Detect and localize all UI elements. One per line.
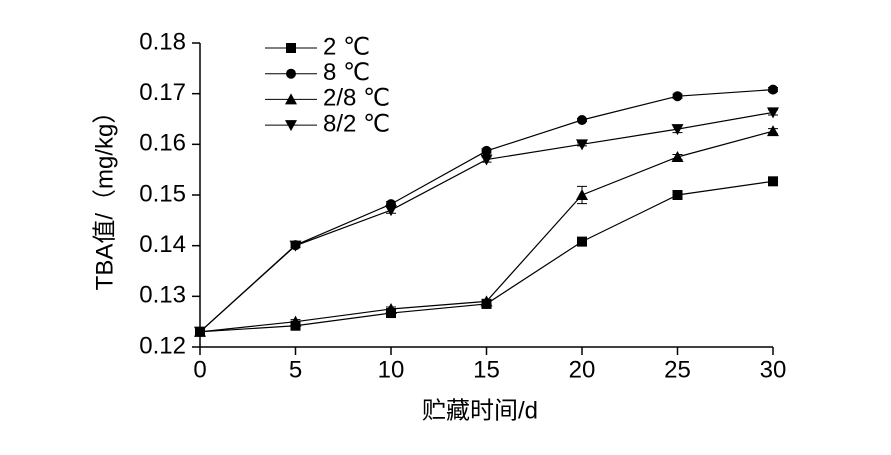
x-tick-label: 30 <box>760 356 787 383</box>
data-point <box>194 326 206 338</box>
x-tick-label: 0 <box>193 356 206 383</box>
data-point <box>671 151 684 162</box>
x-tick-label: 10 <box>378 356 405 383</box>
data-point <box>576 139 588 151</box>
legend-marker <box>286 68 296 79</box>
y-tick-label: 0.16 <box>139 130 186 157</box>
legend-label: 2 ℃ <box>323 33 370 60</box>
data-point <box>671 124 684 136</box>
series-line <box>199 180 774 333</box>
legend-marker <box>286 43 296 53</box>
data-point <box>289 240 302 252</box>
y-tick-label: 0.17 <box>139 79 186 106</box>
x-tick-label: 20 <box>569 356 596 383</box>
x-tick-label: 25 <box>664 356 691 383</box>
data-point <box>672 91 683 102</box>
legend-marker <box>285 93 297 105</box>
y-tick-label: 0.13 <box>139 282 186 309</box>
data-point <box>767 107 779 119</box>
data-point <box>480 154 493 166</box>
data-point <box>385 303 397 314</box>
data-point <box>577 115 587 126</box>
legend-label: 8/2 ℃ <box>323 110 390 137</box>
data-point <box>385 205 397 217</box>
legend-label: 8 ℃ <box>323 59 370 86</box>
data-point <box>768 84 778 95</box>
y-tick-label: 0.12 <box>139 332 186 359</box>
y-tick-label: 0.14 <box>139 231 186 258</box>
data-point <box>576 189 588 200</box>
y-axis-label: TBA值/（mg/kg） <box>91 100 118 291</box>
data-point <box>481 145 492 156</box>
legend-label: 2/8 ℃ <box>323 85 390 112</box>
data-point <box>768 176 778 187</box>
legend-marker <box>285 120 297 132</box>
data-point <box>767 125 779 137</box>
y-tick-label: 0.18 <box>139 28 186 55</box>
data-point <box>289 315 302 327</box>
data-point <box>577 236 587 247</box>
data-point <box>672 190 683 200</box>
x-axis-label: 贮藏时间/d <box>422 397 538 424</box>
data-point <box>480 295 493 307</box>
x-tick-label: 5 <box>289 356 302 383</box>
y-tick-label: 0.15 <box>139 180 186 207</box>
x-tick-label: 15 <box>473 356 500 383</box>
